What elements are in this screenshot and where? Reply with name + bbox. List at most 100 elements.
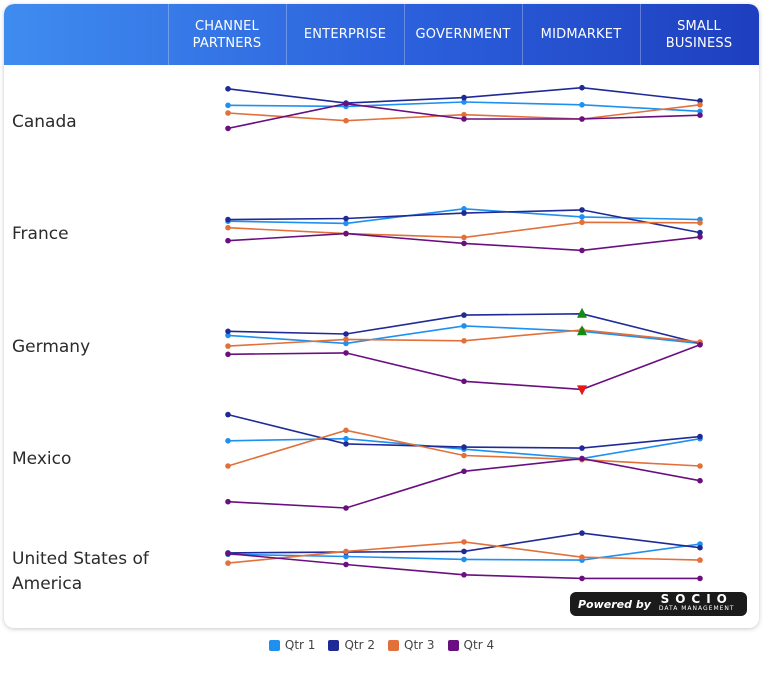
data-point-qtr-3-small-business[interactable] bbox=[697, 220, 703, 226]
panel-france bbox=[225, 206, 703, 254]
data-point-qtr-4-midmarket[interactable] bbox=[579, 455, 585, 462]
data-point-qtr-4-channel-partners[interactable] bbox=[225, 125, 231, 132]
legend-label-qtr-2: Qtr 2 bbox=[344, 638, 375, 652]
data-point-qtr-2-midmarket[interactable] bbox=[579, 445, 585, 451]
data-point-qtr-4-channel-partners[interactable] bbox=[225, 498, 231, 505]
data-point-qtr-3-channel-partners[interactable] bbox=[225, 110, 231, 116]
data-point-qtr-4-government[interactable] bbox=[461, 572, 467, 578]
data-point-qtr-3-government[interactable] bbox=[461, 111, 467, 118]
marker-up-qtr-1-germany bbox=[577, 325, 587, 336]
data-point-qtr-3-government[interactable] bbox=[461, 234, 467, 241]
data-point-qtr-1-small-business[interactable] bbox=[697, 108, 703, 115]
socio-brand-name: SOCIO bbox=[660, 592, 733, 606]
data-point-qtr-4-small-business[interactable] bbox=[697, 342, 703, 348]
data-point-qtr-3-government[interactable] bbox=[461, 539, 467, 545]
data-point-qtr-2-government[interactable] bbox=[461, 312, 467, 318]
data-point-qtr-1-enterprise[interactable] bbox=[343, 553, 349, 560]
powered-by-badge[interactable]: Powered by SOCIO DATA MANAGEMENT bbox=[570, 592, 747, 616]
data-point-qtr-3-government[interactable] bbox=[461, 338, 467, 344]
data-point-qtr-1-channel-partners[interactable] bbox=[225, 438, 231, 444]
data-point-qtr-3-small-business[interactable] bbox=[697, 557, 703, 563]
data-point-qtr-2-enterprise[interactable] bbox=[343, 331, 349, 337]
data-point-qtr-1-enterprise[interactable] bbox=[343, 340, 349, 347]
data-point-qtr-4-government[interactable] bbox=[461, 240, 467, 247]
data-point-qtr-4-small-business[interactable] bbox=[697, 112, 703, 118]
data-point-qtr-2-enterprise[interactable] bbox=[343, 441, 349, 447]
data-point-qtr-4-midmarket[interactable] bbox=[579, 247, 585, 254]
legend-label-qtr-1: Qtr 1 bbox=[284, 638, 316, 652]
data-point-qtr-2-government[interactable] bbox=[461, 444, 467, 450]
data-point-qtr-4-government[interactable] bbox=[461, 378, 467, 385]
panel-canada bbox=[225, 84, 703, 132]
data-point-qtr-2-channel-partners[interactable] bbox=[225, 411, 231, 418]
series-line-qtr-2-mexico bbox=[227, 413, 701, 449]
data-point-qtr-3-government[interactable] bbox=[461, 452, 467, 459]
data-point-qtr-2-small-business[interactable] bbox=[697, 433, 703, 440]
data-point-qtr-3-channel-partners[interactable] bbox=[225, 463, 231, 469]
socio-brand-subtitle: DATA MANAGEMENT bbox=[658, 605, 735, 612]
data-point-qtr-2-enterprise[interactable] bbox=[343, 215, 349, 222]
data-point-qtr-4-midmarket[interactable] bbox=[579, 575, 585, 582]
data-point-qtr-1-enterprise[interactable] bbox=[343, 435, 349, 442]
column-header-midmarket: MIDMARKET bbox=[522, 4, 639, 65]
row-label-mexico: Mexico bbox=[12, 449, 72, 469]
data-point-qtr-2-small-business[interactable] bbox=[697, 98, 703, 104]
row-label-canada: Canada bbox=[12, 112, 77, 132]
data-point-qtr-3-enterprise[interactable] bbox=[343, 117, 349, 124]
data-point-qtr-4-channel-partners[interactable] bbox=[225, 237, 231, 244]
legend-item-qtr-4[interactable]: Qtr 4 bbox=[447, 638, 494, 652]
data-point-qtr-1-government[interactable] bbox=[461, 99, 467, 105]
data-point-qtr-1-enterprise[interactable] bbox=[343, 220, 349, 227]
legend-swatch-qtr-3 bbox=[388, 639, 399, 651]
legend-item-qtr-1[interactable]: Qtr 1 bbox=[268, 638, 316, 652]
data-point-qtr-4-enterprise[interactable] bbox=[343, 100, 349, 107]
legend-item-qtr-3[interactable]: Qtr 3 bbox=[388, 638, 435, 652]
data-point-qtr-3-small-business[interactable] bbox=[697, 463, 703, 469]
data-point-qtr-2-midmarket[interactable] bbox=[579, 207, 585, 213]
data-point-qtr-3-enterprise[interactable] bbox=[343, 548, 349, 555]
data-point-qtr-3-midmarket[interactable] bbox=[579, 554, 585, 560]
data-point-qtr-4-channel-partners[interactable] bbox=[225, 351, 231, 358]
data-point-qtr-3-small-business[interactable] bbox=[697, 102, 703, 108]
data-point-qtr-2-midmarket[interactable] bbox=[579, 530, 585, 536]
data-point-qtr-4-channel-partners[interactable] bbox=[225, 550, 231, 557]
data-point-qtr-2-midmarket[interactable] bbox=[579, 84, 585, 91]
data-point-qtr-4-government[interactable] bbox=[461, 116, 467, 122]
data-point-qtr-2-government[interactable] bbox=[461, 548, 467, 555]
data-point-qtr-4-small-business[interactable] bbox=[697, 234, 703, 240]
data-point-qtr-1-channel-partners[interactable] bbox=[225, 102, 231, 109]
legend-item-qtr-2[interactable]: Qtr 2 bbox=[328, 638, 375, 652]
data-point-qtr-1-government[interactable] bbox=[461, 206, 467, 212]
data-point-qtr-1-government[interactable] bbox=[461, 556, 467, 563]
data-point-qtr-2-channel-partners[interactable] bbox=[225, 328, 231, 335]
data-point-qtr-2-small-business[interactable] bbox=[697, 229, 703, 236]
marker-down-qtr-4-germany bbox=[577, 385, 587, 396]
data-point-qtr-2-government[interactable] bbox=[461, 94, 467, 101]
data-point-qtr-4-enterprise[interactable] bbox=[343, 505, 349, 511]
data-point-qtr-2-channel-partners[interactable] bbox=[225, 216, 231, 223]
data-point-qtr-3-midmarket[interactable] bbox=[579, 219, 585, 226]
series-line-qtr-4-mexico bbox=[227, 457, 701, 509]
data-point-qtr-1-channel-partners[interactable] bbox=[225, 332, 231, 339]
data-point-qtr-2-government[interactable] bbox=[461, 210, 467, 216]
data-point-qtr-3-channel-partners[interactable] bbox=[225, 343, 231, 349]
data-point-qtr-2-channel-partners[interactable] bbox=[225, 86, 231, 92]
data-point-qtr-1-government[interactable] bbox=[461, 323, 467, 329]
data-point-qtr-4-government[interactable] bbox=[461, 468, 467, 475]
data-point-qtr-3-enterprise[interactable] bbox=[343, 336, 349, 343]
data-point-qtr-4-enterprise[interactable] bbox=[343, 230, 349, 237]
data-point-qtr-2-small-business[interactable] bbox=[697, 544, 703, 551]
panel-germany bbox=[225, 307, 703, 396]
data-point-qtr-4-small-business[interactable] bbox=[697, 477, 703, 484]
legend: Qtr 1 Qtr 2 Qtr 3 Qtr 4 bbox=[0, 636, 763, 654]
data-point-qtr-1-midmarket[interactable] bbox=[579, 102, 585, 108]
data-point-qtr-4-midmarket[interactable] bbox=[579, 116, 585, 122]
data-point-qtr-3-enterprise[interactable] bbox=[343, 427, 349, 434]
data-point-qtr-4-enterprise[interactable] bbox=[343, 350, 349, 356]
data-point-qtr-3-channel-partners[interactable] bbox=[225, 224, 231, 231]
data-point-qtr-4-small-business[interactable] bbox=[697, 575, 703, 582]
data-point-qtr-3-channel-partners[interactable] bbox=[225, 560, 231, 566]
data-point-qtr-4-enterprise[interactable] bbox=[343, 561, 349, 568]
data-point-qtr-1-midmarket[interactable] bbox=[579, 214, 585, 220]
